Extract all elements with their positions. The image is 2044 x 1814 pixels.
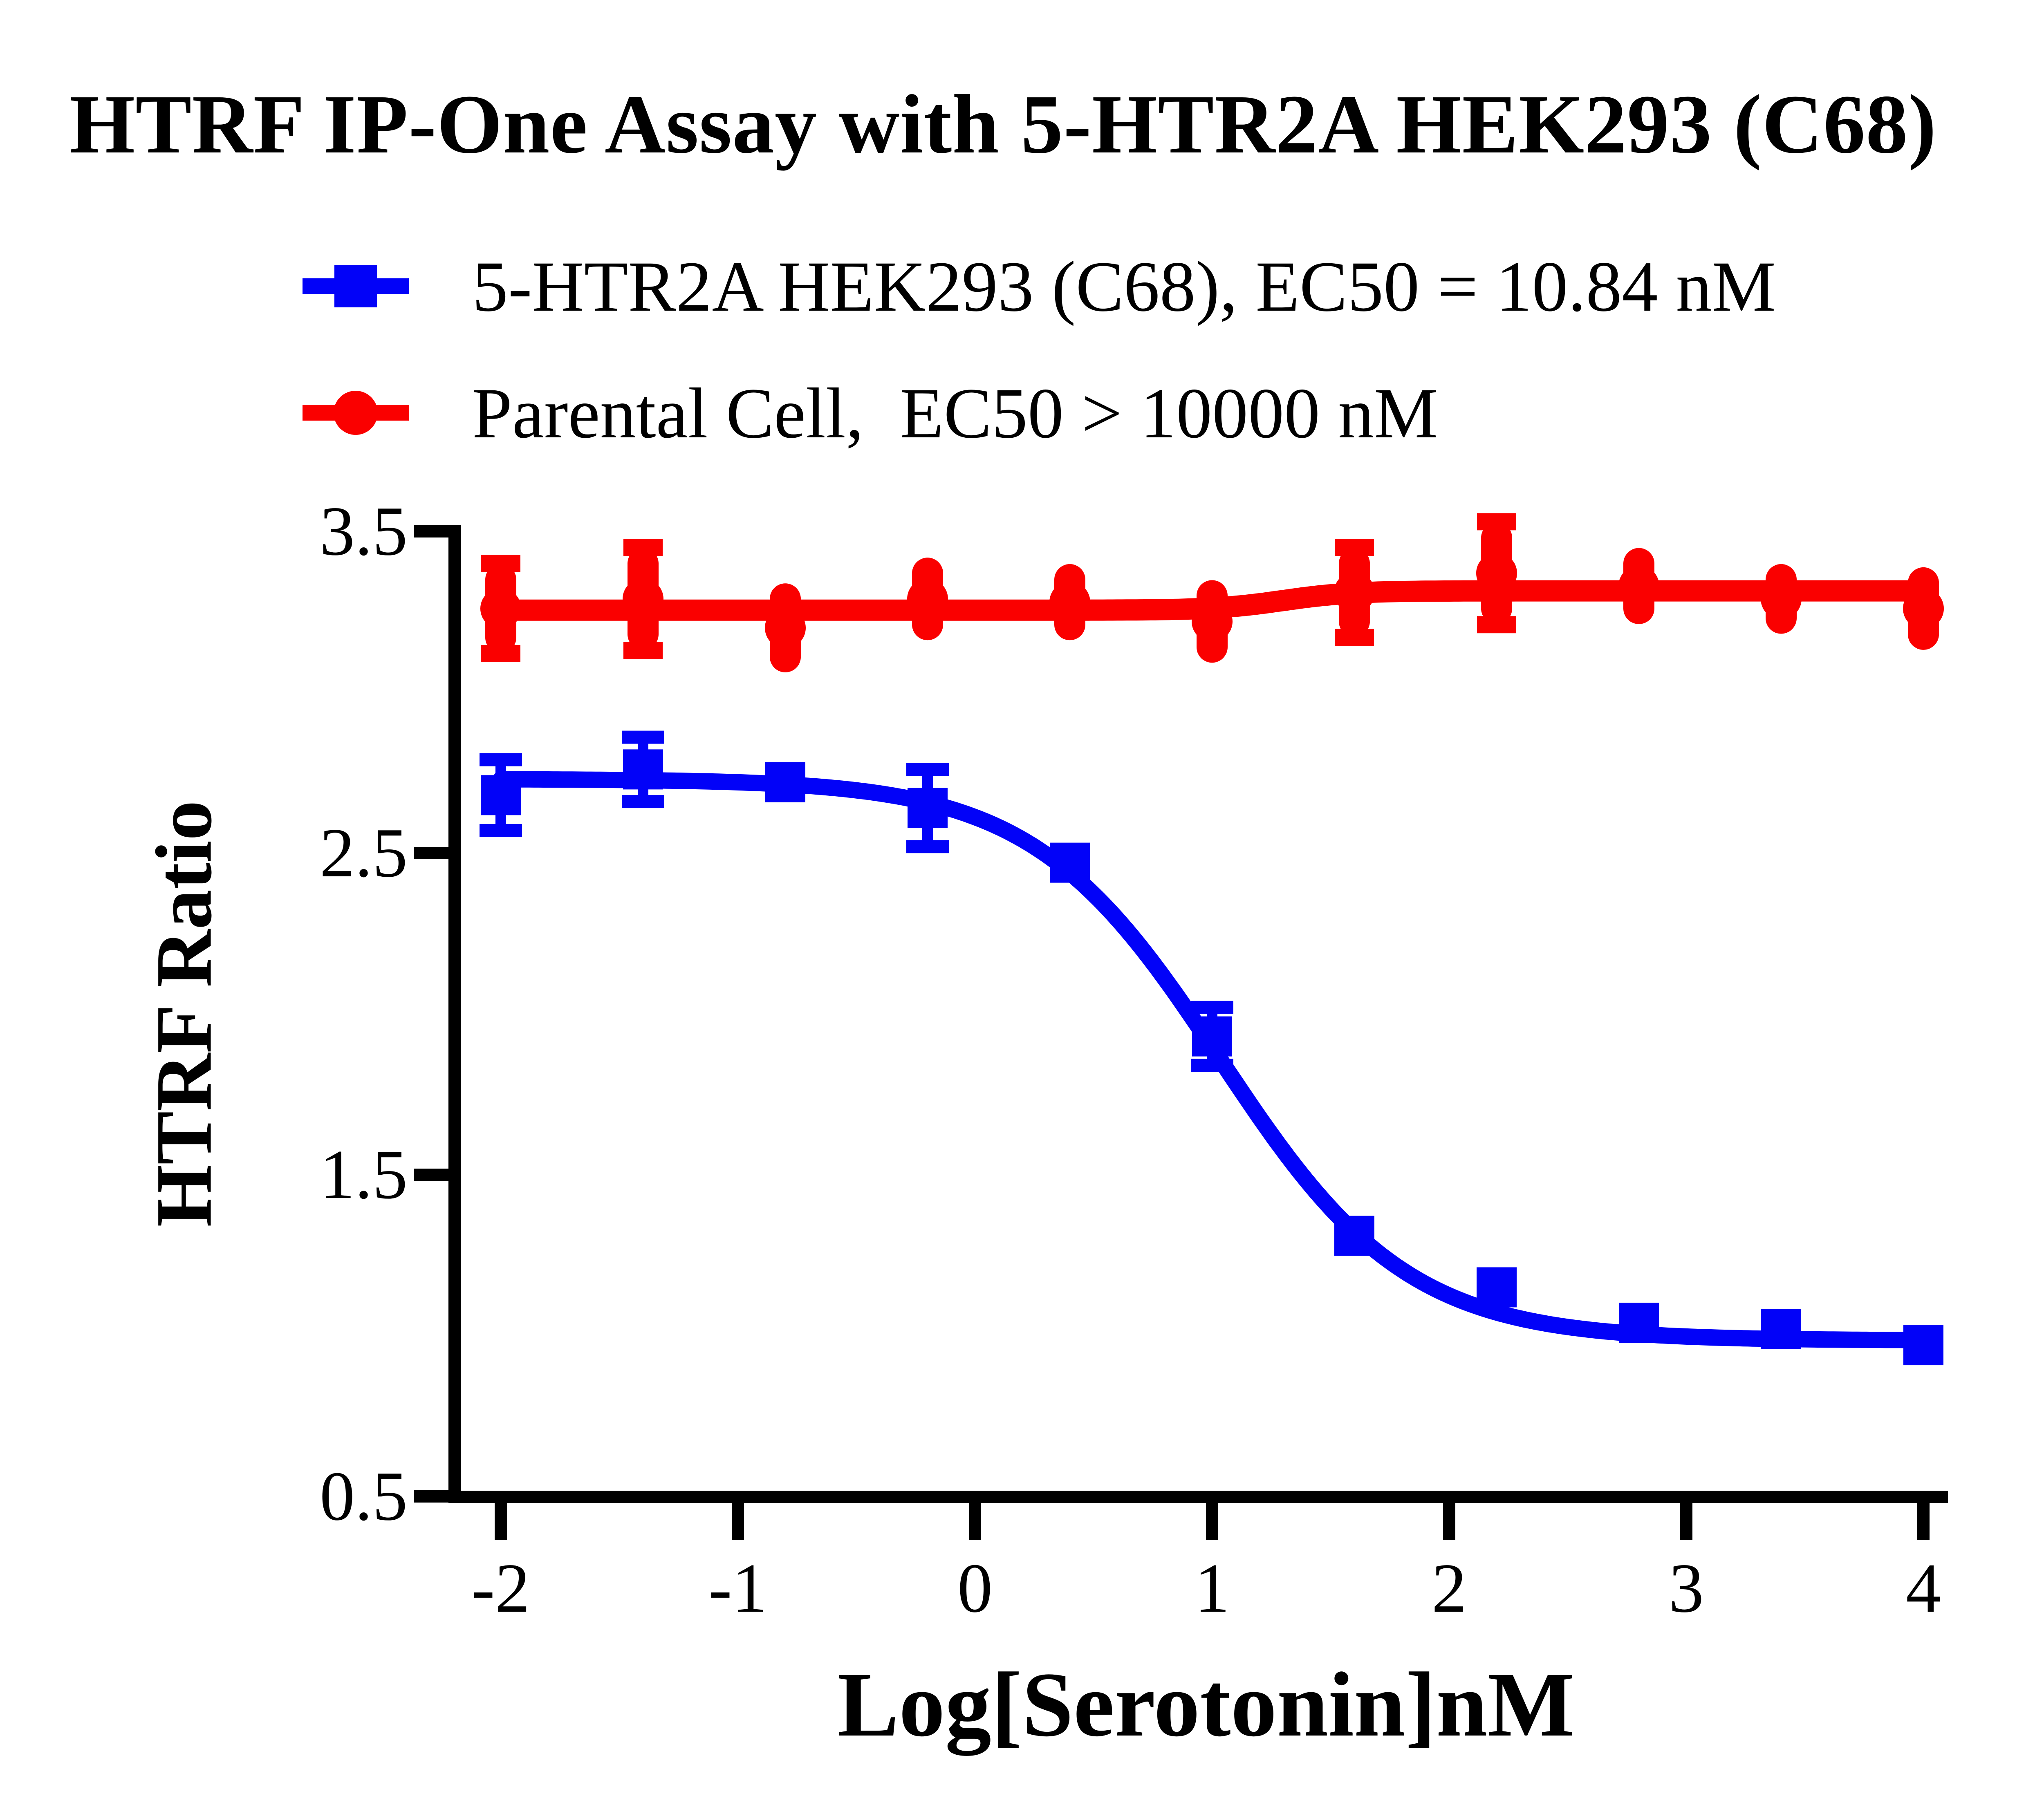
x-tick-label: 3 xyxy=(1669,1550,1704,1627)
htr2a-data-point xyxy=(1903,1325,1943,1366)
legend-square-marker-htr2a xyxy=(334,265,377,307)
legend-circle-marker-parental xyxy=(334,391,378,435)
htr2a-data-point xyxy=(481,775,521,815)
parental-data-point xyxy=(1618,565,1659,607)
parental-data-point xyxy=(480,588,521,629)
y-tick-label: 1.5 xyxy=(320,1136,408,1214)
parental-data-point xyxy=(765,607,806,649)
parental-data-point xyxy=(623,578,663,620)
htr2a-data-point xyxy=(908,788,948,828)
htr2a-data-point xyxy=(1334,1216,1374,1256)
x-axis-title: Log[Serotonin]nM xyxy=(837,1653,1575,1756)
parental-data-point xyxy=(1903,588,1944,629)
x-tick-label: -1 xyxy=(708,1550,767,1627)
parental-data-point xyxy=(1334,572,1375,613)
htr2a-data-point xyxy=(1619,1303,1659,1343)
x-tick-label: 2 xyxy=(1432,1550,1467,1627)
parental-data-point xyxy=(1049,582,1090,623)
parental-data-point xyxy=(1761,578,1802,620)
legend-label-parental: Parental Cell, EC50 > 10000 nM xyxy=(472,374,1438,453)
legend-label-htr2a: 5-HTR2A HEK293 (C68), EC50 = 10.84 nM xyxy=(472,247,1776,327)
y-tick-label: 2.5 xyxy=(320,814,408,892)
parental-data-point xyxy=(1192,601,1233,642)
htr2a-data-point xyxy=(765,762,805,802)
htr2a-data-point xyxy=(1192,1016,1232,1057)
chart-title: HTRF IP-One Assay with 5-HTR2A HEK293 (C… xyxy=(69,77,1937,171)
htr2a-data-point xyxy=(623,749,663,790)
y-tick-label: 3.5 xyxy=(320,493,408,570)
htr2a-data-point xyxy=(1761,1309,1801,1349)
parental-data-point xyxy=(907,578,948,620)
htr2a-data-point xyxy=(1477,1267,1517,1308)
parental-data-point xyxy=(1476,553,1517,594)
x-tick-label: 4 xyxy=(1906,1550,1941,1627)
x-tick-label: 1 xyxy=(1195,1550,1230,1627)
x-tick-label: -2 xyxy=(471,1550,530,1627)
htr2a-data-point xyxy=(1050,842,1090,883)
y-tick-label: 0.5 xyxy=(320,1458,408,1535)
x-tick-label: 0 xyxy=(957,1550,993,1627)
